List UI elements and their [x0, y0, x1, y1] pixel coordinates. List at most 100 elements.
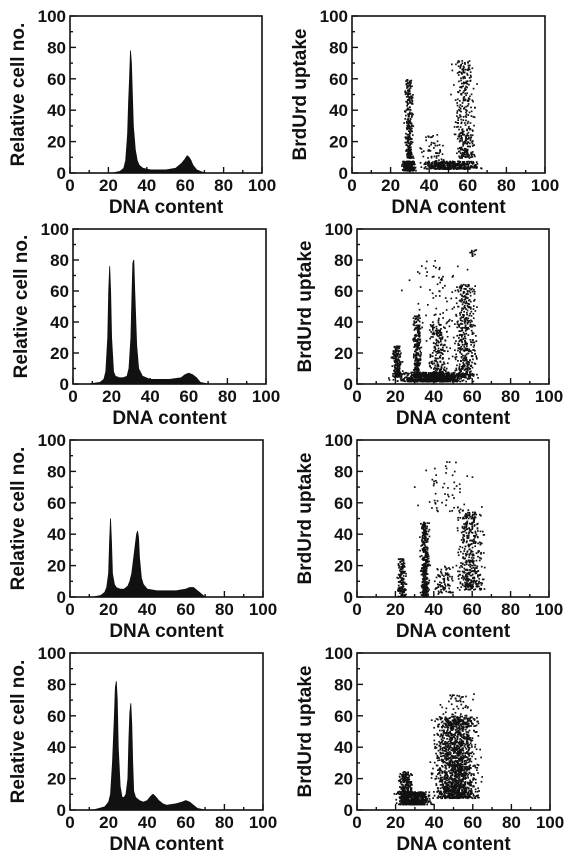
- scatter-point: [463, 152, 465, 155]
- scatter-point: [427, 378, 430, 380]
- histogram-series-0: [70, 518, 263, 597]
- scatter-point: [402, 567, 404, 570]
- scatter-point: [402, 578, 405, 581]
- scatter-point: [460, 565, 462, 567]
- y-tick-label: 40: [47, 101, 66, 120]
- y-tick-label: 80: [334, 675, 353, 694]
- scatter-point: [466, 74, 469, 76]
- scatter-point: [451, 474, 454, 477]
- scatter-point: [413, 376, 416, 378]
- scatter-point: [435, 295, 437, 297]
- scatter-point: [435, 155, 438, 157]
- scatter-point: [421, 321, 424, 324]
- scatter-point: [465, 119, 467, 122]
- scatter-point: [421, 586, 424, 588]
- scatter-point: [413, 315, 416, 318]
- scatter-point: [404, 110, 407, 113]
- y-tick-label: 0: [344, 375, 353, 394]
- scatter-point: [437, 164, 439, 167]
- scatter-point: [417, 373, 419, 376]
- scatter-point: [457, 60, 460, 62]
- scatter-point: [422, 574, 425, 577]
- scatter-cluster-3: [425, 322, 454, 378]
- scatter-point: [412, 379, 414, 382]
- scatter-point: [459, 66, 462, 68]
- scatter-point: [432, 333, 435, 336]
- scatter-point: [446, 362, 449, 365]
- scatter-point: [469, 563, 472, 566]
- scatter-point: [461, 294, 463, 297]
- scatter-point: [424, 537, 426, 539]
- scatter-point: [396, 380, 399, 382]
- scatter-point: [434, 373, 436, 375]
- scatter-point: [467, 362, 469, 365]
- scatter-point: [474, 530, 477, 533]
- scatter-point: [473, 577, 476, 580]
- scatter-point: [461, 164, 463, 167]
- scatter-point: [401, 572, 404, 575]
- scatter-point: [395, 374, 398, 377]
- scatter-point: [407, 113, 409, 115]
- scatter-point: [468, 287, 471, 290]
- x-tick-label: 80: [501, 387, 520, 406]
- scatter-point: [467, 580, 470, 582]
- scatter-point: [446, 567, 448, 570]
- scatter-point: [430, 372, 432, 374]
- scatter-point: [457, 160, 460, 163]
- scatter-point: [463, 107, 466, 110]
- scatter-point: [467, 378, 469, 380]
- scatter-point: [469, 122, 472, 124]
- scatter-point: [446, 376, 448, 379]
- scatter-point: [473, 517, 476, 520]
- scatter-point: [415, 380, 418, 383]
- scatter-point: [419, 375, 422, 377]
- scatter-point: [432, 162, 434, 165]
- scatter-point: [428, 791, 431, 794]
- scatter-point: [430, 164, 432, 166]
- scatter-point: [464, 569, 467, 571]
- scatter-point: [439, 329, 441, 332]
- scatter-point: [396, 360, 399, 362]
- scatter-point: [461, 335, 463, 338]
- scatter-point: [470, 370, 472, 373]
- y-tick-label: 100: [325, 431, 353, 450]
- scatter-point: [458, 378, 461, 380]
- scatter-point: [430, 378, 432, 381]
- scatter-point: [405, 136, 407, 138]
- scatter-point: [435, 168, 438, 170]
- scatter-point: [449, 165, 452, 167]
- scatter-point: [422, 580, 424, 583]
- scatter-point: [458, 337, 460, 339]
- scatter-point: [463, 326, 466, 329]
- scatter-point: [464, 99, 466, 102]
- scatter-point: [473, 288, 475, 291]
- scatter-point: [472, 339, 474, 341]
- scatter-point: [425, 548, 427, 551]
- scatter-point: [441, 501, 443, 504]
- scatter-point: [394, 357, 397, 359]
- scatter-point: [408, 92, 410, 95]
- scatter-point: [460, 155, 463, 157]
- scatter-point: [416, 341, 419, 344]
- scatter-point: [437, 379, 440, 382]
- scatter-point: [420, 148, 423, 150]
- scatter-point: [461, 320, 463, 322]
- x-tick-label: 60: [176, 813, 195, 832]
- scatter-point: [447, 591, 450, 593]
- scatter-point: [395, 372, 397, 375]
- scatter-point: [476, 567, 478, 569]
- scatter-point: [442, 578, 445, 580]
- scatter-point: [473, 124, 475, 127]
- scatter-point: [426, 577, 429, 580]
- scatter-point: [479, 582, 482, 584]
- scatter-point: [464, 135, 467, 137]
- scatter-point: [471, 586, 474, 589]
- scatter-point: [465, 576, 468, 578]
- scatter-point: [465, 579, 467, 581]
- scatter-point: [405, 168, 408, 171]
- scatter-point: [420, 265, 423, 267]
- scatter-point: [480, 588, 482, 591]
- scatter-point: [471, 249, 473, 252]
- scatter-point: [473, 579, 475, 582]
- scatter-point: [467, 586, 469, 589]
